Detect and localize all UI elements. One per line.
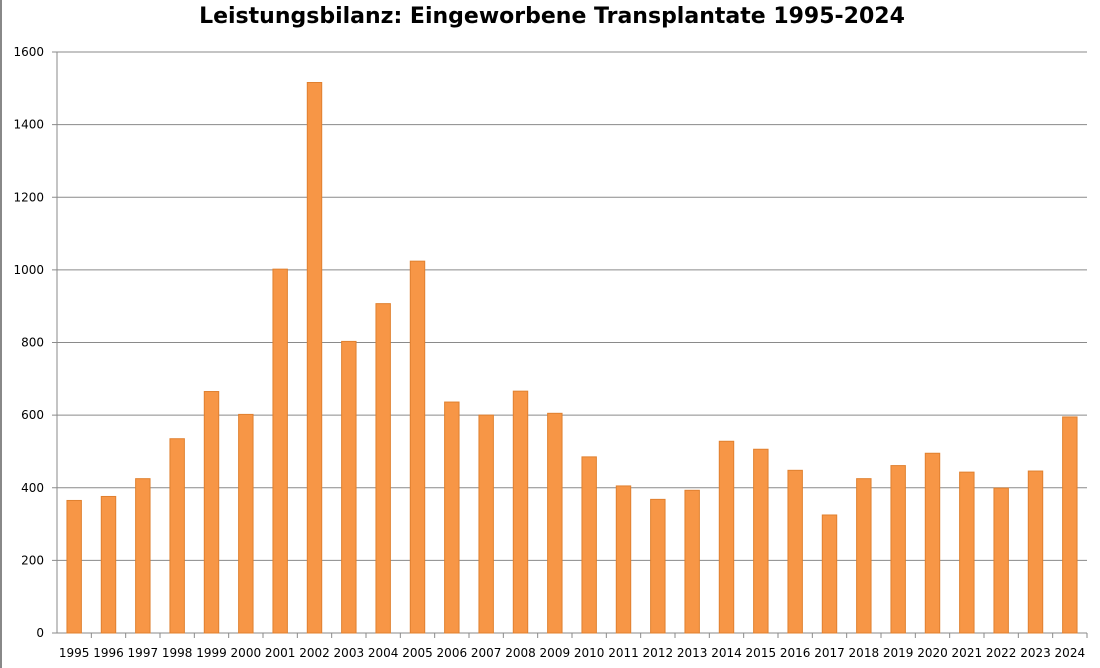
y-tick-label: 1400: [13, 118, 44, 132]
x-tick-label: 2016: [780, 646, 811, 660]
y-tick-label: 800: [21, 336, 44, 350]
y-tick-label: 0: [36, 626, 44, 640]
bar-2016: [787, 469, 803, 634]
bar-2000: [238, 413, 254, 634]
y-tick-label: 200: [21, 553, 44, 567]
bar-2009: [547, 412, 563, 634]
bar-1998: [169, 438, 185, 634]
x-tick-label: 2002: [299, 646, 330, 660]
x-tick-label: 1995: [59, 646, 90, 660]
x-tick-label: 2007: [471, 646, 502, 660]
x-tick-label: 2009: [540, 646, 571, 660]
bar-2018: [856, 478, 872, 634]
bar-2006: [444, 401, 460, 634]
bar-2017: [821, 514, 838, 634]
bar-2024: [1062, 416, 1078, 634]
x-tick-label: 2017: [814, 646, 845, 660]
y-tick-label: 1000: [13, 263, 44, 277]
bar-2012: [650, 498, 666, 634]
x-tick-label: 2022: [986, 646, 1017, 660]
x-tick-label: 2023: [1020, 646, 1051, 660]
y-tick-label: 1200: [13, 190, 44, 204]
x-tick-label: 2019: [883, 646, 914, 660]
x-tick-label: 2003: [334, 646, 365, 660]
y-tick-label: 400: [21, 481, 44, 495]
bar-1996: [100, 495, 117, 634]
x-tick-label: 1996: [93, 646, 124, 660]
y-tick-label: 600: [21, 408, 44, 422]
bar-2021: [959, 471, 975, 634]
bar-2013: [684, 489, 700, 634]
x-tick-label: 2024: [1055, 646, 1086, 660]
bar-2010: [581, 456, 597, 634]
bar-2019: [890, 465, 906, 634]
x-tick-label: 2004: [368, 646, 399, 660]
y-tick-label: 1600: [13, 45, 44, 59]
bar-2011: [615, 485, 632, 634]
x-tick-label: 2020: [917, 646, 948, 660]
bar-2002: [306, 82, 323, 634]
x-tick-label: 1998: [162, 646, 193, 660]
x-tick-label: 2010: [574, 646, 605, 660]
bar-1997: [135, 478, 151, 634]
x-tick-label: 2012: [643, 646, 674, 660]
x-tick-label: 1997: [128, 646, 159, 660]
x-tick-label: 2014: [711, 646, 742, 660]
x-tick-label: 2015: [746, 646, 777, 660]
x-tick-label: 2018: [849, 646, 880, 660]
x-tick-label: 2021: [952, 646, 983, 660]
bar-2008: [512, 390, 529, 634]
bar-2023: [1027, 470, 1044, 634]
bar-2014: [718, 440, 735, 634]
x-tick-label: 2000: [231, 646, 262, 660]
x-tick-label: 2006: [437, 646, 468, 660]
x-tick-label: 2001: [265, 646, 296, 660]
bar-2005: [409, 260, 426, 634]
bar-1999: [203, 391, 220, 634]
x-tick-label: 2013: [677, 646, 708, 660]
bar-2004: [375, 303, 391, 634]
x-tick-label: 1999: [196, 646, 227, 660]
bar-1995: [66, 499, 82, 634]
bar-2001: [272, 268, 288, 634]
bar-2003: [341, 340, 357, 634]
bar-2007: [478, 414, 494, 634]
bar-2022: [993, 487, 1009, 634]
x-tick-label: 2005: [402, 646, 433, 660]
bar-2015: [753, 448, 769, 634]
x-tick-label: 2008: [505, 646, 536, 660]
chart-title: Leistungsbilanz: Eingeworbene Transplant…: [199, 4, 905, 29]
bar-2020: [924, 452, 941, 634]
x-tick-label: 2011: [608, 646, 639, 660]
